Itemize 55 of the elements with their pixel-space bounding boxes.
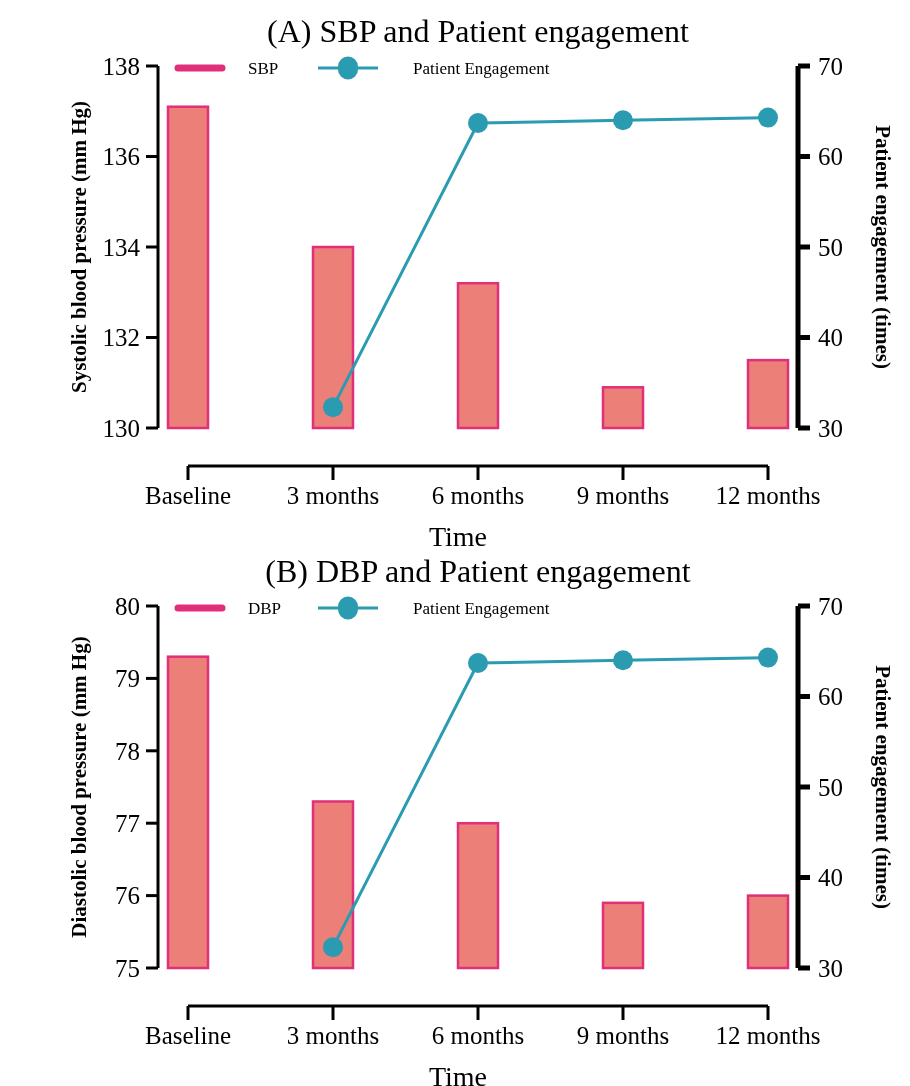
point: [468, 653, 488, 674]
y2-tick-label: 70: [818, 52, 843, 80]
point: [323, 397, 343, 418]
y2-tick-label: 50: [818, 233, 843, 261]
y2-axis-title: Patient engagement (times): [871, 665, 895, 909]
y-tick-label: 134: [102, 233, 141, 261]
legend-key: Patient Engagement: [318, 56, 550, 80]
y-tick-label: 77: [115, 809, 140, 837]
y-axis-title: Systolic blood pressure (mm Hg): [67, 100, 91, 394]
x-tick-label: Baseline: [144, 482, 232, 509]
legend-label: Patient Engagement: [413, 599, 550, 618]
x-axis-title: Time: [428, 1061, 488, 1086]
point: [323, 937, 343, 958]
y-tick-label: 130: [102, 414, 140, 442]
chart-title: (B) DBP and Patient engagement: [265, 553, 691, 589]
x-tick-label: 12 months: [715, 1022, 821, 1049]
x-tick-label: 12 months: [715, 482, 821, 509]
legend-label: Patient Engagement: [413, 59, 550, 78]
y-tick-label: 138: [102, 52, 140, 80]
y2-tick-label: 50: [818, 773, 843, 801]
legend-label: DBP: [248, 599, 282, 618]
y-tick-label: 80: [115, 592, 140, 620]
point: [468, 113, 488, 134]
y-tick-label: 79: [115, 665, 140, 693]
y-tick-label: 132: [102, 324, 140, 352]
y2-tick-label: 40: [818, 864, 843, 892]
y2-tick-label: 60: [818, 143, 843, 171]
y2-tick-label: 70: [818, 592, 843, 620]
point: [613, 650, 633, 671]
x-tick-label: 9 months: [576, 482, 670, 509]
y2-tick-label: 60: [818, 683, 843, 711]
legend-key: DBP: [174, 599, 282, 618]
y2-tick-label: 40: [818, 324, 843, 352]
y-tick-label: 75: [115, 954, 140, 982]
y-axis-title: Diastolic blood pressure (mm Hg): [67, 636, 91, 938]
x-tick-label: 3 months: [286, 1022, 380, 1049]
y-tick-label: 136: [102, 143, 140, 171]
x-tick-label: 9 months: [576, 1022, 670, 1049]
point: [758, 107, 778, 128]
y-tick-label: 76: [115, 882, 140, 910]
legend-key: SBP: [174, 59, 279, 78]
legend-key: Patient Engagement: [318, 596, 550, 620]
y-tick-label: 78: [115, 737, 140, 765]
x-tick-label: Baseline: [144, 1022, 232, 1049]
point: [613, 110, 633, 131]
legend-label: SBP: [248, 59, 279, 78]
y2-tick-label: 30: [818, 414, 843, 442]
y2-tick-label: 30: [818, 954, 843, 982]
x-tick-label: 3 months: [286, 482, 380, 509]
point: [758, 647, 778, 668]
x-axis-title: Time: [428, 521, 488, 552]
x-tick-label: 6 months: [431, 1022, 525, 1049]
y2-axis-title: Patient engagement (times): [871, 125, 895, 369]
chart-title: (A) SBP and Patient engagement: [267, 13, 690, 49]
x-tick-label: 6 months: [431, 482, 525, 509]
